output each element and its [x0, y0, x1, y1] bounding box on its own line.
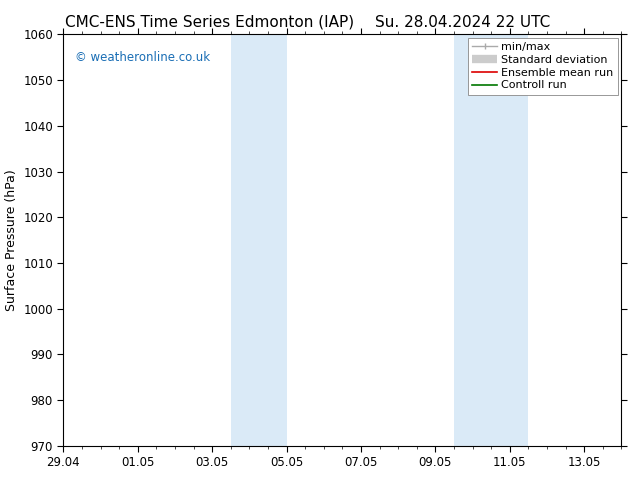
Y-axis label: Surface Pressure (hPa): Surface Pressure (hPa): [4, 169, 18, 311]
Text: © weatheronline.co.uk: © weatheronline.co.uk: [75, 51, 210, 64]
Bar: [454, 34, 528, 446]
Text: CMC-ENS Time Series Edmonton (IAP): CMC-ENS Time Series Edmonton (IAP): [65, 15, 354, 30]
Bar: [231, 34, 287, 446]
Text: Su. 28.04.2024 22 UTC: Su. 28.04.2024 22 UTC: [375, 15, 550, 30]
Legend: min/max, Standard deviation, Ensemble mean run, Controll run: min/max, Standard deviation, Ensemble me…: [468, 38, 618, 95]
